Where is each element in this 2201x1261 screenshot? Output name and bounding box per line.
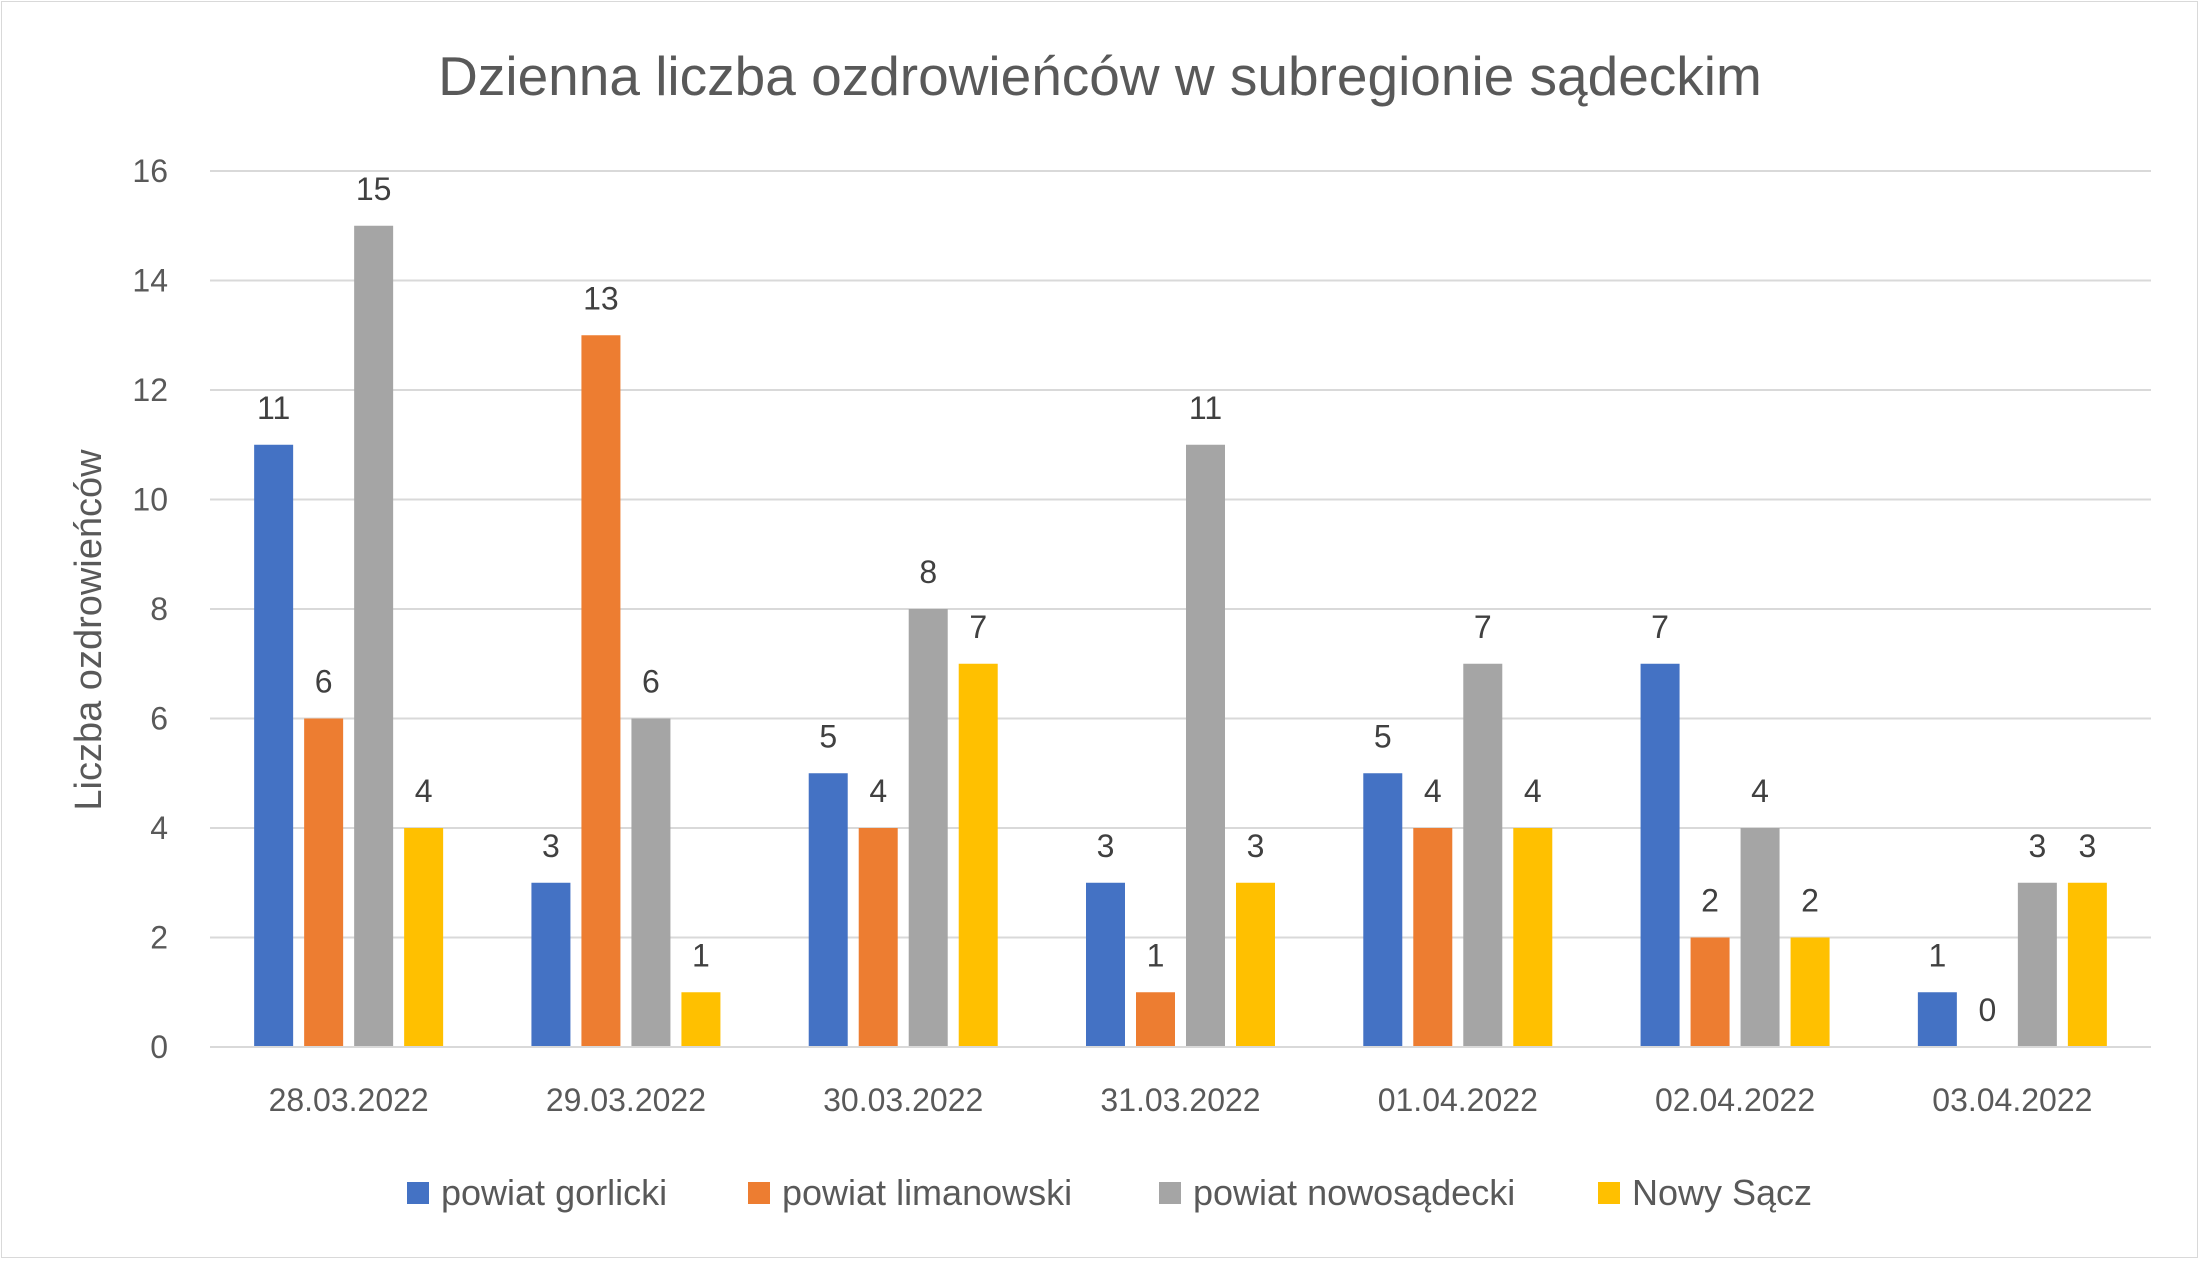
data-label: 6 <box>315 664 333 700</box>
chart-title: Dzienna liczba ozdrowieńców w subregioni… <box>438 45 1762 107</box>
data-label: 15 <box>356 171 392 207</box>
bar <box>1917 992 1957 1047</box>
data-label: 4 <box>1751 773 1769 809</box>
bar <box>354 225 394 1047</box>
data-label: 5 <box>819 718 837 754</box>
bar <box>1136 992 1175 1047</box>
data-label: 1 <box>692 937 710 973</box>
bar <box>1690 937 1730 1047</box>
y-axis-title: Liczba ozdrowieńców <box>68 449 110 811</box>
bar <box>631 718 671 1047</box>
x-tick-label: 29.03.2022 <box>546 1082 706 1118</box>
y-tick-label: 6 <box>150 701 168 737</box>
bar <box>1186 444 1225 1047</box>
data-label: 3 <box>1097 828 1115 864</box>
data-label: 11 <box>257 390 290 426</box>
bar <box>1086 882 1125 1047</box>
y-tick-label: 8 <box>150 591 168 627</box>
bar <box>1463 663 1503 1047</box>
gridlines <box>210 170 2151 939</box>
bar <box>404 828 444 1047</box>
x-tick-label: 31.03.2022 <box>1100 1082 1260 1118</box>
x-tick-label: 03.04.2022 <box>1932 1082 2092 1118</box>
data-label: 11 <box>1189 390 1222 426</box>
data-label: 5 <box>1374 718 1392 754</box>
bar <box>304 718 344 1047</box>
bar <box>1513 828 1553 1047</box>
legend-swatch <box>748 1182 770 1204</box>
bar <box>1640 663 1680 1047</box>
data-label: 3 <box>1247 828 1265 864</box>
data-label: 7 <box>1651 609 1669 645</box>
bar <box>1790 937 1830 1047</box>
data-label: 8 <box>919 554 937 590</box>
legend-swatch <box>1598 1182 1620 1204</box>
x-axis-ticks: 28.03.2022 29.03.2022 30.03.2022 31.03.2022… <box>269 1082 2093 1118</box>
x-tick-label: 01.04.2022 <box>1378 1082 1538 1118</box>
legend-label: powiat nowosądecki <box>1193 1172 1515 1213</box>
data-label: 4 <box>869 773 887 809</box>
x-tick-label: 28.03.2022 <box>269 1082 429 1118</box>
y-axis-ticks: 0 2 4 6 8 10 12 14 16 <box>132 153 168 1065</box>
data-label: 4 <box>415 773 433 809</box>
data-label: 1 <box>1147 937 1165 973</box>
legend-swatch <box>407 1182 429 1204</box>
y-tick-label: 12 <box>132 372 168 408</box>
bars <box>254 225 2107 1047</box>
y-tick-label: 2 <box>150 920 168 956</box>
y-tick-label: 16 <box>132 153 168 189</box>
bar <box>1363 773 1403 1047</box>
bar <box>858 828 898 1047</box>
x-tick-label: 30.03.2022 <box>823 1082 983 1118</box>
legend: powiat gorlicki powiat limanowski powiat n… <box>407 1172 1812 1213</box>
data-label: 0 <box>1978 992 1996 1028</box>
data-label: 4 <box>1424 773 1442 809</box>
data-label: 3 <box>2028 828 2046 864</box>
y-tick-label: 10 <box>132 482 168 518</box>
bar <box>531 882 571 1047</box>
legend-label: powiat limanowski <box>782 1172 1072 1213</box>
legend-label: Nowy Sącz <box>1632 1172 1812 1213</box>
data-label: 2 <box>1801 883 1819 919</box>
bar <box>581 335 621 1047</box>
data-label: 3 <box>2078 828 2096 864</box>
bar <box>958 663 998 1047</box>
y-tick-label: 4 <box>150 810 168 846</box>
bar <box>2017 882 2057 1047</box>
bar <box>1413 828 1453 1047</box>
data-label: 4 <box>1524 773 1542 809</box>
legend-swatch <box>1159 1182 1181 1204</box>
bar <box>1236 882 1275 1047</box>
y-tick-label: 0 <box>150 1029 168 1065</box>
legend-label: powiat gorlicki <box>441 1172 667 1213</box>
bar <box>908 609 948 1047</box>
bar <box>681 992 721 1047</box>
y-tick-label: 14 <box>132 263 168 299</box>
data-label: 2 <box>1701 883 1719 919</box>
bar <box>808 773 848 1047</box>
data-label: 7 <box>969 609 987 645</box>
bar <box>2067 882 2107 1047</box>
data-label: 1 <box>1928 937 1946 973</box>
data-label: 3 <box>542 828 560 864</box>
data-label: 6 <box>642 664 660 700</box>
data-label: 7 <box>1474 609 1492 645</box>
bar <box>1740 828 1780 1047</box>
x-tick-label: 02.04.2022 <box>1655 1082 1815 1118</box>
data-label: 13 <box>583 280 619 316</box>
bar <box>254 444 294 1047</box>
